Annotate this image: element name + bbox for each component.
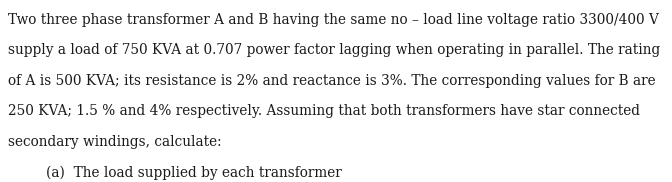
Text: supply a load of 750 KVA at 0.707 power factor lagging when operating in paralle: supply a load of 750 KVA at 0.707 power … bbox=[8, 43, 661, 57]
Text: secondary windings, calculate:: secondary windings, calculate: bbox=[8, 135, 222, 149]
Text: 250 KVA; 1.5 % and 4% respectively. Assuming that both transformers have star co: 250 KVA; 1.5 % and 4% respectively. Assu… bbox=[8, 104, 640, 118]
Text: Two three phase transformer A and B having the same no – load line voltage ratio: Two three phase transformer A and B havi… bbox=[8, 13, 659, 27]
Text: (a)  The load supplied by each transformer: (a) The load supplied by each transforme… bbox=[46, 166, 341, 180]
Text: of A is 500 KVA; its resistance is 2% and reactance is 3%. The corresponding val: of A is 500 KVA; its resistance is 2% an… bbox=[8, 74, 656, 88]
